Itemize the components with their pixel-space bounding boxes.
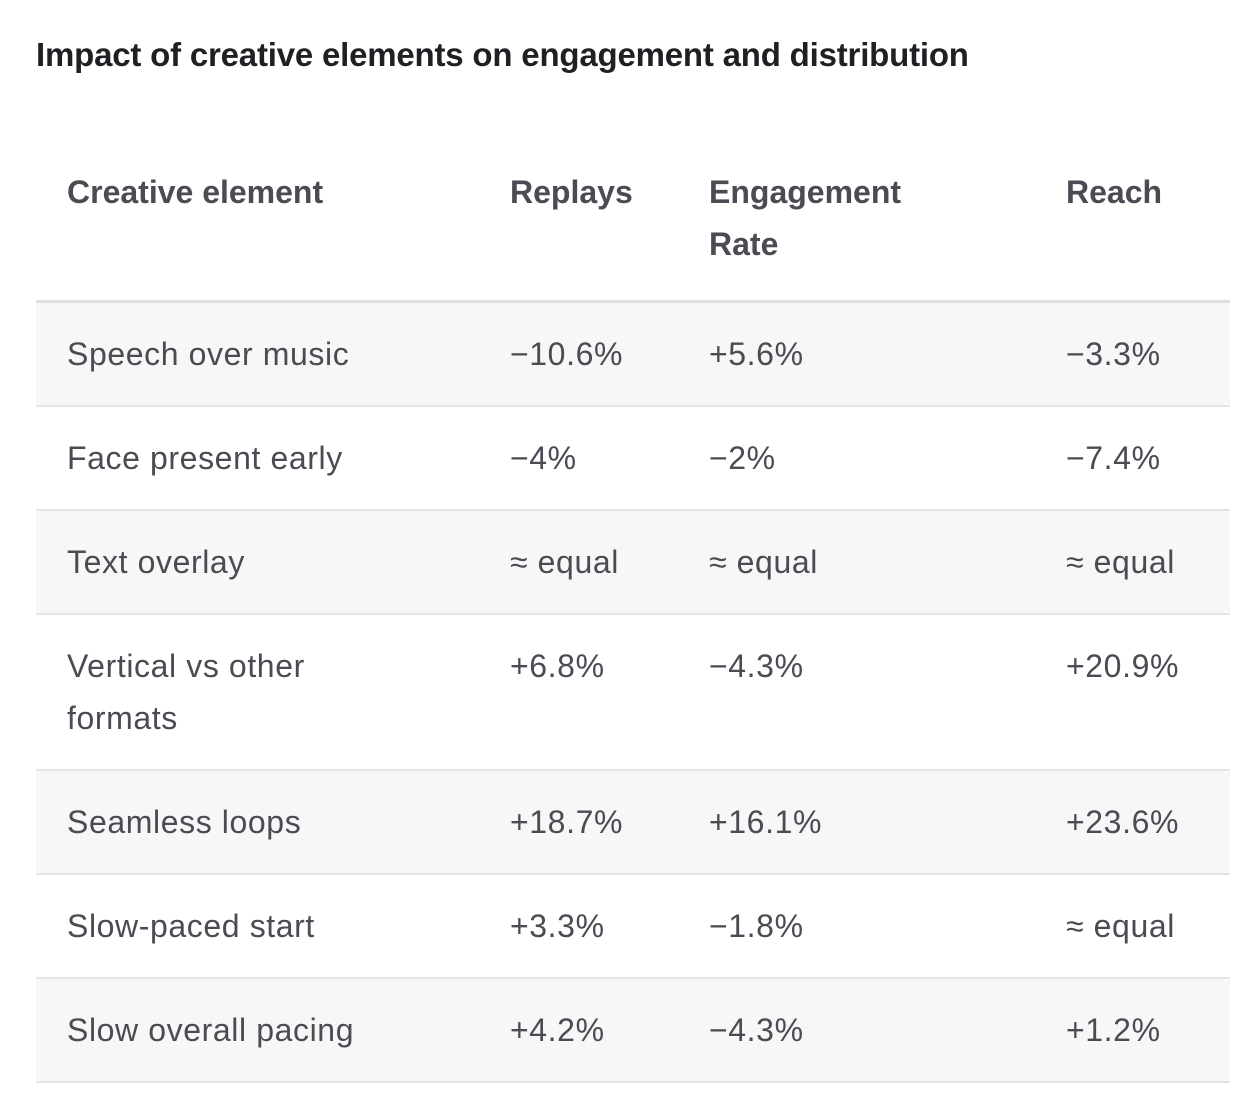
table-row: Text overlay ≈ equal ≈ equal ≈ equal: [36, 510, 1230, 615]
cell-creative-element: Text overlay: [36, 510, 479, 615]
cell-engagement-rate: ≈ equal: [678, 510, 1035, 615]
cell-reach: +1.2%: [1035, 978, 1230, 1083]
table-row: Seamless loops +18.7% +16.1% +23.6%: [36, 770, 1230, 875]
table-row: Face present early −4% −2% −7.4%: [36, 406, 1230, 511]
cell-creative-element: Seamless loops: [36, 770, 479, 875]
cell-reach: ≈ equal: [1035, 510, 1230, 615]
cell-engagement-rate: −2%: [678, 406, 1035, 511]
cell-reach: +20.9%: [1035, 614, 1230, 771]
cell-creative-element: Vertical vs other formats: [36, 614, 479, 771]
cell-creative-element: Face present early: [36, 406, 479, 511]
cell-reach: ≈ equal: [1035, 874, 1230, 979]
table-row: Vertical vs other formats +6.8% −4.3% +20.9…: [36, 614, 1230, 771]
cell-creative-element: Speech over music: [36, 301, 479, 407]
cell-replays: −4%: [479, 406, 678, 511]
cell-replays: +3.3%: [479, 874, 678, 979]
cell-engagement-rate: −4.3%: [678, 978, 1035, 1083]
table-row: Slow overall pacing +4.2% −4.3% +1.2%: [36, 978, 1230, 1083]
table-row: Slow-paced start +3.3% −1.8% ≈ equal: [36, 874, 1230, 979]
cell-replays: −10.6%: [479, 301, 678, 407]
cell-engagement-rate: +5.6%: [678, 301, 1035, 407]
cell-replays: +18.7%: [479, 770, 678, 875]
cell-creative-element: Slow-paced start: [36, 874, 479, 979]
header-reach: Reach: [1035, 152, 1230, 303]
cell-replays: +4.2%: [479, 978, 678, 1083]
cell-reach: −3.3%: [1035, 301, 1230, 407]
header-replays: Replays: [479, 152, 678, 303]
cell-creative-element: Slow overall pacing: [36, 978, 479, 1083]
header-creative-element: Creative element: [36, 152, 479, 303]
cell-replays: +6.8%: [479, 614, 678, 771]
table-title: Impact of creative elements on engagemen…: [36, 36, 969, 73]
creative-elements-table: Creative element Replays Engagement Rate…: [36, 152, 1230, 1083]
cell-engagement-rate: −1.8%: [678, 874, 1035, 979]
header-row: Creative element Replays Engagement Rate…: [36, 152, 1230, 303]
table-row: Speech over music −10.6% +5.6% −3.3%: [36, 301, 1230, 407]
cell-engagement-rate: +16.1%: [678, 770, 1035, 875]
header-engagement-rate: Engagement Rate: [678, 152, 1035, 303]
cell-reach: +23.6%: [1035, 770, 1230, 875]
cell-replays: ≈ equal: [479, 510, 678, 615]
cell-reach: −7.4%: [1035, 406, 1230, 511]
cell-engagement-rate: −4.3%: [678, 614, 1035, 771]
